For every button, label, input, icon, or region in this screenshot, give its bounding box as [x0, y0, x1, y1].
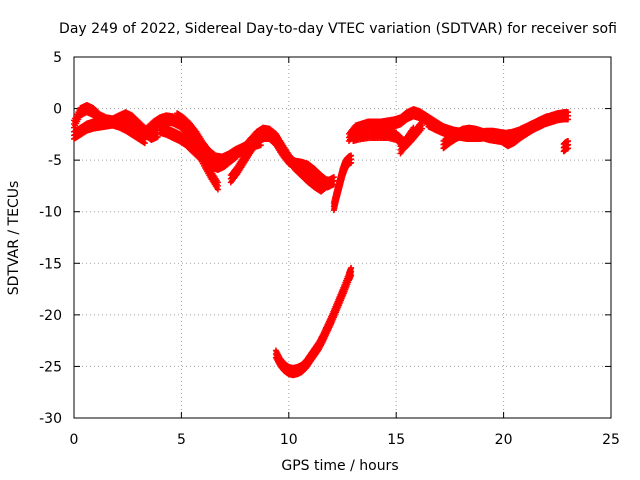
data-point [324, 176, 331, 183]
series-track-b [71, 115, 148, 147]
series-track-h [330, 152, 355, 214]
data-point [348, 152, 355, 159]
series-track-o [560, 138, 572, 155]
data-point [323, 177, 330, 184]
x-tick-label: 20 [495, 432, 513, 448]
series-track-n [440, 113, 550, 152]
y-tick-label: 5 [53, 50, 62, 66]
x-tick-label: 15 [387, 432, 405, 448]
data-points [71, 101, 572, 379]
y-axis-label: SDTVAR / TECUs [6, 181, 22, 296]
y-tick-label: -25 [39, 359, 62, 375]
x-tick-label: 25 [602, 432, 620, 448]
data-point [418, 118, 425, 125]
x-tick-label: 5 [177, 432, 186, 448]
tick-labels: 0 5 10 15 20 25 5 0 -5 -10 -15 -20 -25 -30 [39, 50, 620, 448]
data-point [348, 264, 355, 271]
x-tick-label: 0 [70, 432, 79, 448]
y-tick-label: -15 [39, 256, 62, 272]
data-point [543, 113, 550, 120]
chart-title: Day 249 of 2022, Sidereal Day-to-day VTE… [59, 21, 617, 37]
y-tick-label: -20 [39, 308, 62, 324]
grid [74, 57, 611, 418]
data-point [410, 124, 417, 131]
data-point [330, 174, 337, 181]
data-point [565, 109, 572, 116]
y-tick-label: -5 [48, 153, 62, 169]
series-track-d [156, 122, 241, 173]
data-point [565, 138, 572, 145]
x-axis-label: GPS time / hours [281, 458, 398, 474]
y-tick-label: -30 [39, 411, 62, 427]
data-point [214, 179, 221, 186]
plot-frame [73, 56, 612, 419]
y-tick-label: 0 [53, 102, 62, 118]
series-track-g [240, 124, 331, 195]
x-tick-label: 10 [280, 432, 298, 448]
y-tick-label: -10 [39, 205, 62, 221]
axis-ticks [73, 56, 612, 419]
series-track-i [272, 264, 355, 379]
series-track-l [397, 124, 417, 157]
